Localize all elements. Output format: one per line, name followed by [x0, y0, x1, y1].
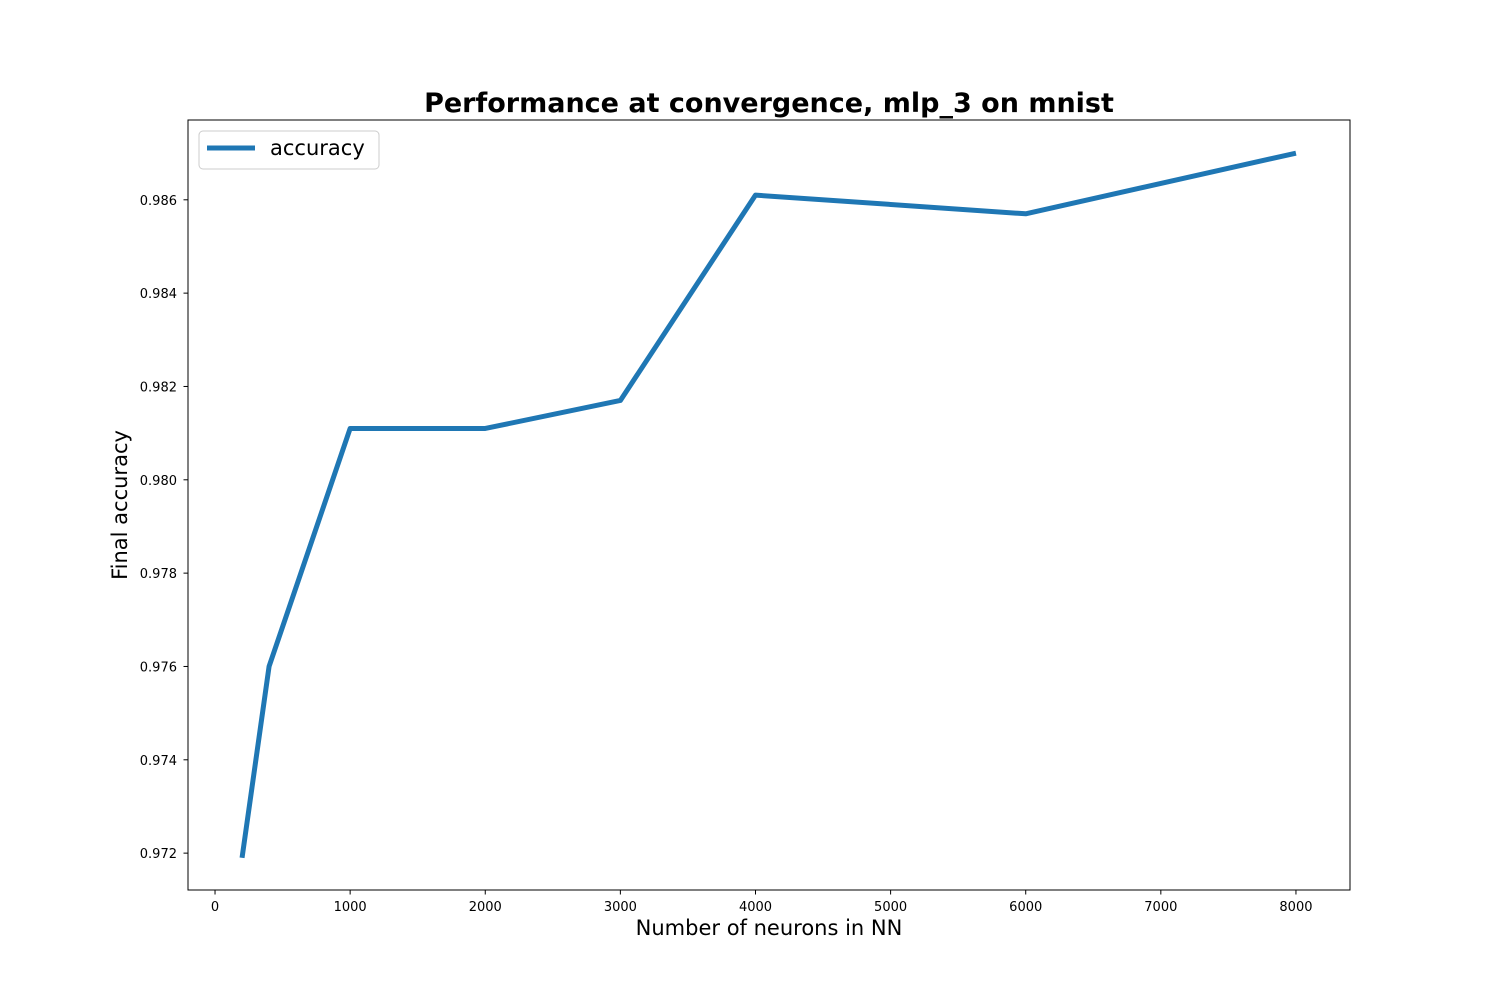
x-tick-label: 7000 [1144, 900, 1177, 915]
y-tick-label: 0.978 [140, 567, 177, 582]
chart-title: Performance at convergence, mlp_3 on mni… [424, 88, 1114, 119]
x-tick-label: 5000 [874, 900, 907, 915]
plot-area [187, 119, 1351, 891]
y-tick-label: 0.984 [140, 287, 177, 302]
legend-label-accuracy: accuracy [270, 136, 365, 160]
x-tick-label: 6000 [1009, 900, 1042, 915]
y-tick-label: 0.976 [140, 660, 177, 675]
x-axis: 0 1000 2000 3000 4000 5000 6000 7000 8000 [211, 890, 1313, 915]
x-tick-label: 8000 [1279, 900, 1312, 915]
x-tick-label: 3000 [604, 900, 637, 915]
y-tick-label: 0.982 [140, 380, 177, 395]
x-tick-label: 2000 [469, 900, 502, 915]
y-tick-label: 0.974 [140, 754, 177, 769]
series-layer [239, 150, 1297, 859]
series-line-accuracy [239, 150, 1297, 859]
y-tick-label: 0.986 [140, 194, 177, 209]
y-axis: 0.972 0.974 0.976 0.978 0.980 0.982 0.984 0.986 [140, 194, 188, 862]
x-axis-label: Number of neurons in NN [636, 916, 903, 940]
x-tick-label: 1000 [334, 900, 367, 915]
y-tick-label: 0.972 [140, 847, 177, 862]
legend-box [198, 130, 380, 170]
x-tick-label: 4000 [739, 900, 772, 915]
y-tick-label: 0.980 [140, 474, 177, 489]
x-tick-label: 0 [211, 900, 219, 915]
y-axis-label: Final accuracy [108, 430, 132, 580]
legend: accuracy [198, 130, 380, 170]
